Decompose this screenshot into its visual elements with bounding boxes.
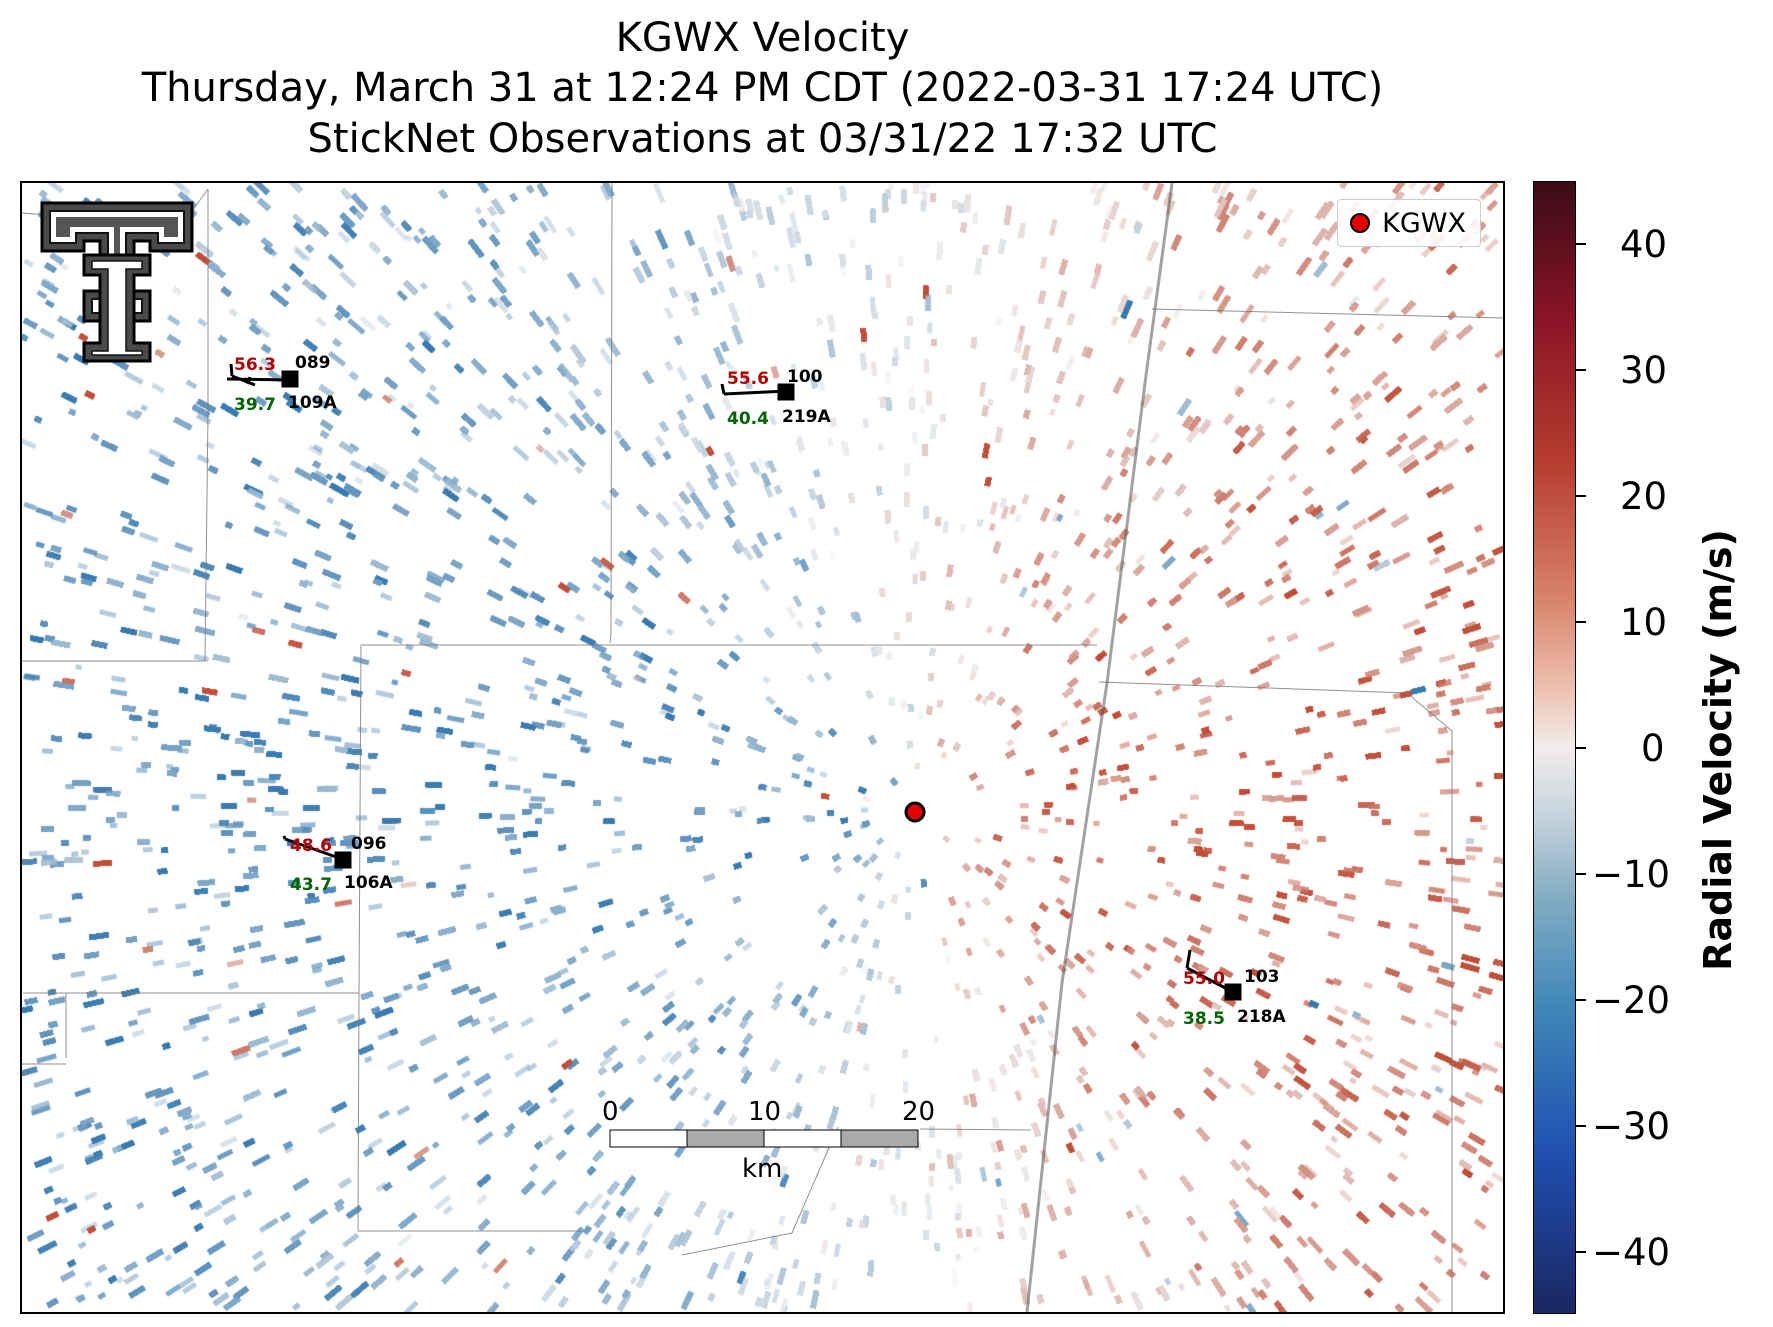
title-line-3: StickNet Observations at 03/31/22 17:32 … <box>307 116 1218 162</box>
station-dewpoint: 38.5 <box>1183 1009 1225 1029</box>
colorbar-tick <box>1576 621 1586 623</box>
station-218A-glyph <box>1185 949 1242 1001</box>
state-line <box>1025 183 1174 1312</box>
map-legend: KGWX <box>1337 199 1481 247</box>
station-temperature: 48.6 <box>290 836 332 856</box>
title-line-2: Thursday, March 31 at 12:24 PM CDT (2022… <box>141 65 1384 111</box>
station-temperature: 55.0 <box>1183 969 1225 989</box>
colorbar-tick <box>1576 1251 1586 1253</box>
station-id: 106A <box>344 873 393 893</box>
colorbar-label-neg40: −40 <box>1592 1231 1671 1274</box>
colorbar-label-0: 0 <box>1641 727 1665 770</box>
station-dewpoint: 43.7 <box>290 875 332 895</box>
scale-tick-20: 20 <box>902 1097 936 1127</box>
colorbar-label-40: 40 <box>1620 223 1668 266</box>
double-t-logo <box>40 201 194 363</box>
colorbar-label-neg20: −20 <box>1592 979 1671 1022</box>
colorbar-tick <box>1576 999 1586 1001</box>
legend-label: KGWX <box>1382 207 1466 239</box>
station-wind-direction: 096 <box>351 834 387 854</box>
station-temperature: 56.3 <box>234 355 276 375</box>
colorbar-title: Radial Velocity (m/s) <box>1696 529 1740 971</box>
county-boundaries <box>22 183 1503 1312</box>
colorbar-tick <box>1576 369 1586 371</box>
station-106A-glyph <box>282 835 352 869</box>
station-wind-direction: 089 <box>295 353 331 373</box>
station-wind-direction: 100 <box>787 367 823 387</box>
kgwx-marker-icon <box>1350 213 1371 233</box>
station-109A-glyph <box>226 363 299 388</box>
scale-tick-0: 0 <box>602 1097 619 1127</box>
radar-site-marker <box>904 801 926 823</box>
station-dewpoint: 40.4 <box>727 409 769 429</box>
scale-tick-10: 10 <box>748 1097 782 1127</box>
velocity-field <box>22 183 1503 1312</box>
colorbar-label-30: 30 <box>1620 349 1668 392</box>
station-wind-direction: 103 <box>1244 967 1280 987</box>
station-id: 109A <box>288 393 337 413</box>
scale-bar <box>609 1129 919 1148</box>
station-id: 218A <box>1237 1007 1286 1027</box>
velocity-colorbar <box>1533 181 1576 1314</box>
colorbar-tick <box>1576 243 1586 245</box>
colorbar-tick <box>1576 873 1586 875</box>
colorbar-label-10: 10 <box>1620 601 1668 644</box>
title-line-1: KGWX Velocity <box>615 15 910 61</box>
radar-map[interactable]: KGWX 56.3 089 39.7 109A 55.6 100 40.4 21… <box>20 181 1505 1314</box>
station-219A-glyph <box>720 383 795 401</box>
station-id: 219A <box>782 407 831 427</box>
station-dewpoint: 39.7 <box>234 395 276 415</box>
colorbar-label-neg30: −30 <box>1592 1105 1671 1148</box>
colorbar-tick <box>1576 495 1586 497</box>
map-overlay <box>22 183 1503 1312</box>
colorbar-tick <box>1576 1125 1586 1127</box>
scale-unit: km <box>742 1154 783 1184</box>
colorbar-label-20: 20 <box>1620 475 1668 518</box>
station-temperature: 55.6 <box>727 369 769 389</box>
colorbar-label-neg10: −10 <box>1592 853 1671 896</box>
colorbar-tick <box>1576 747 1586 749</box>
